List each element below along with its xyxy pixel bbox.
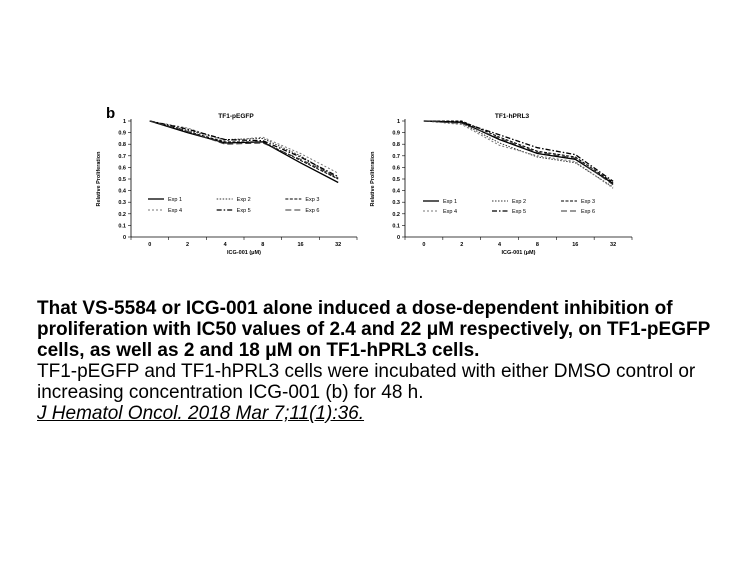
caption-description: TF1-pEGFP and TF1-hPRL3 cells were incub…: [37, 361, 696, 403]
series-line-exp-1: [149, 120, 339, 184]
figure: b TF1-pEGFP 0 0.1 0.2 0.3 0.4 0.5 0.6 0.7 0.8 0.9 1…: [96, 105, 633, 256]
y-tick-label: 0.8: [392, 142, 400, 148]
y-tick-label: 0.9: [118, 131, 126, 137]
x-tick-label: 2: [186, 242, 189, 248]
y-tick-label: 0: [397, 235, 400, 241]
series-line-exp-5: [149, 120, 339, 178]
caption-title: That VS-5584 or ICG-001 alone induced a …: [37, 298, 710, 361]
legend-label: Exp 3: [305, 197, 319, 203]
y-tick-label: 0.5: [118, 177, 126, 183]
legend-label: Exp 5: [512, 209, 526, 215]
legend-label: Exp 6: [305, 208, 319, 214]
y-tick-label: 0.4: [392, 189, 401, 195]
y-tick-label: 0.7: [392, 154, 400, 160]
y-tick-label: 0.9: [392, 131, 400, 137]
x-tick-label: 0: [148, 242, 151, 248]
x-axis-label: ICG-001 (μM): [227, 250, 261, 256]
chart-title: TF1-hPRL3: [495, 113, 530, 120]
y-tick-label: 0.2: [118, 212, 126, 218]
x-tick-label: 32: [335, 242, 341, 248]
x-tick-label: 4: [224, 242, 228, 248]
panel-label: b: [106, 105, 115, 122]
series-line-exp-1: [423, 120, 614, 185]
y-tick-label: 0.3: [392, 200, 400, 206]
series-line-exp-6: [423, 120, 614, 186]
y-axis-label: Relative Proliferation: [96, 151, 102, 207]
x-tick-label: 0: [422, 242, 425, 248]
caption-citation-link[interactable]: J Hematol Oncol. 2018 Mar 7;11(1):36.: [37, 403, 365, 424]
legend-label: Exp 5: [237, 208, 251, 214]
y-tick-label: 0.2: [392, 212, 400, 218]
series-line-exp-4: [423, 120, 614, 189]
x-tick-label: 2: [460, 242, 463, 248]
y-tick-label: 0.1: [118, 223, 126, 229]
legend-label: Exp 1: [168, 197, 182, 203]
y-axis-label: Relative Proliferation: [370, 151, 376, 207]
legend-label: Exp 4: [168, 208, 182, 214]
legend-label: Exp 1: [443, 199, 457, 205]
y-tick-label: 0.5: [392, 177, 400, 183]
legend-label: Exp 2: [237, 197, 251, 203]
chart-title: TF1-pEGFP: [218, 113, 254, 120]
chart-tf1-pegfp: TF1-pEGFP 0 0.1 0.2 0.3 0.4 0.5 0.6 0.7 0.8 0.9 1 0 2…: [96, 113, 358, 256]
chart-tf1-hprl3: TF1-hPRL3 0 0.1 0.2 0.3 0.4 0.5 0.6 0.7 0.8 0.9 1 0 2…: [370, 113, 633, 256]
y-tick-label: 0.3: [118, 200, 126, 206]
series-line-exp-3: [423, 120, 614, 183]
x-tick-label: 32: [610, 242, 616, 248]
x-tick-label: 16: [572, 242, 578, 248]
legend-label: Exp 4: [443, 209, 457, 215]
x-tick-label: 4: [498, 242, 502, 248]
y-tick-label: 0.1: [392, 223, 400, 229]
y-tick-label: 0.6: [118, 165, 126, 171]
figure-caption: That VS-5584 or ICG-001 alone induced a …: [37, 298, 737, 424]
series-line-exp-5: [423, 120, 614, 182]
series-line-exp-4: [149, 120, 339, 174]
series-line-exp-6: [149, 120, 339, 179]
legend-label: Exp 6: [581, 209, 595, 215]
y-tick-label: 0.6: [392, 165, 400, 171]
y-tick-label: 0.4: [118, 189, 127, 195]
y-tick-label: 1: [397, 119, 400, 125]
x-tick-label: 8: [536, 242, 539, 248]
legend-label: Exp 3: [581, 199, 595, 205]
y-tick-label: 0.7: [118, 154, 126, 160]
y-tick-label: 1: [123, 119, 126, 125]
y-tick-label: 0.8: [118, 142, 126, 148]
x-tick-label: 16: [297, 242, 303, 248]
series-line-exp-2: [423, 120, 614, 188]
x-tick-label: 8: [261, 242, 264, 248]
y-tick-label: 0: [123, 235, 126, 241]
x-axis-label: ICG-001 (μM): [502, 250, 536, 256]
legend-label: Exp 2: [512, 199, 526, 205]
